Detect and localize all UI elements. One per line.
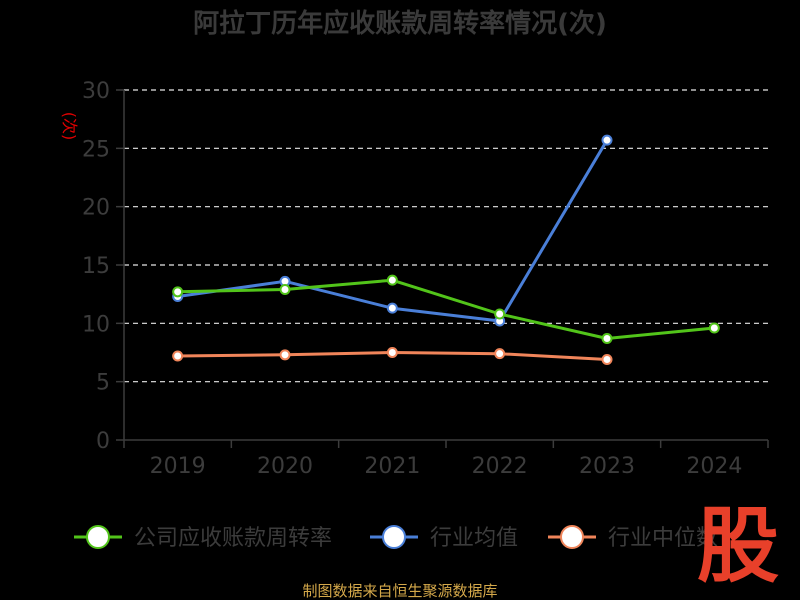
- x-tick-label: 2024: [686, 454, 742, 479]
- y-tick-label: 10: [82, 312, 110, 337]
- y-tick-labels: 0 5 10 15 20 25 30: [82, 79, 110, 454]
- y-tick-label: 0: [96, 429, 110, 454]
- legend-item-2: 行业中位数: [548, 525, 718, 551]
- data-point: [601, 354, 613, 365]
- data-point: [172, 286, 184, 298]
- data-point: [386, 274, 398, 286]
- legend-marker: [86, 525, 110, 549]
- legend: 公司应收账款周转率 行业均值 行业中位数: [74, 525, 718, 551]
- x-tick-label: 2019: [150, 454, 206, 479]
- data-point: [494, 308, 506, 320]
- data-point: [279, 284, 291, 295]
- legend-label: 行业中位数: [608, 526, 718, 551]
- legend-item-1: 行业均值: [370, 525, 518, 551]
- y-tick-label: 15: [82, 254, 110, 279]
- series-line-1: [177, 139, 609, 323]
- axes: [116, 89, 769, 448]
- legend-item-0: 公司应收账款周转率: [74, 525, 332, 551]
- y-tick-label: 25: [82, 137, 110, 162]
- data-point: [172, 350, 184, 362]
- x-tick-label: 2020: [257, 454, 313, 479]
- data-point: [279, 349, 291, 361]
- data-point: [708, 322, 720, 334]
- legend-marker: [382, 525, 406, 549]
- legend-label: 公司应收账款周转率: [134, 526, 332, 551]
- data-point: [601, 333, 613, 344]
- y-axis-unit-label: (次): [60, 112, 79, 141]
- grid-lines: [124, 89, 768, 383]
- x-tick-label: 2022: [472, 454, 528, 479]
- series-lines: [172, 134, 720, 365]
- x-tick-labels: 2019 2020 2021 2022 2023 2024: [150, 454, 743, 479]
- legend-label: 行业均值: [430, 526, 518, 551]
- watermark-logo: 股: [697, 499, 779, 594]
- data-point: [601, 134, 613, 146]
- series-line-0: [177, 278, 715, 340]
- x-tick-label: 2023: [579, 454, 635, 479]
- y-tick-label: 5: [96, 371, 110, 396]
- data-point: [386, 347, 398, 358]
- source-note: 制图数据来自恒生聚源数据库: [302, 582, 497, 600]
- y-tick-label: 20: [82, 196, 110, 221]
- legend-marker: [560, 525, 584, 549]
- data-point: [386, 302, 398, 314]
- data-point: [494, 348, 506, 360]
- y-tick-label: 30: [82, 79, 110, 104]
- chart-title: 阿拉丁历年应收账款周转率情况(次): [193, 8, 607, 39]
- x-tick-label: 2021: [364, 454, 420, 479]
